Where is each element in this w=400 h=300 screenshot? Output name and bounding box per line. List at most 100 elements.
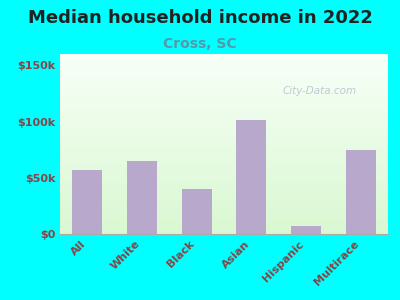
Bar <box>60 56 388 58</box>
Bar <box>127 161 157 234</box>
Bar <box>60 67 388 68</box>
Bar <box>60 94 388 95</box>
Bar <box>60 146 388 148</box>
Bar <box>60 167 388 169</box>
Text: Cross, SC: Cross, SC <box>163 38 237 52</box>
Bar <box>60 58 388 59</box>
Bar <box>60 162 388 164</box>
Bar <box>60 227 388 229</box>
Bar <box>60 184 388 185</box>
Bar <box>60 99 388 101</box>
Bar <box>60 92 388 94</box>
Bar <box>60 101 388 103</box>
Bar <box>60 229 388 230</box>
Bar <box>60 128 388 130</box>
Bar <box>60 65 388 67</box>
Bar <box>60 85 388 86</box>
Bar <box>60 223 388 225</box>
Bar <box>60 202 388 203</box>
Bar <box>60 124 388 126</box>
Bar <box>60 144 388 146</box>
Bar <box>60 95 388 97</box>
Bar <box>60 70 388 72</box>
Bar <box>60 203 388 205</box>
Bar <box>60 153 388 155</box>
Bar <box>60 176 388 178</box>
Bar <box>60 221 388 223</box>
Bar <box>60 169 388 171</box>
Bar <box>60 158 388 160</box>
Bar <box>60 97 388 99</box>
Bar <box>60 86 388 88</box>
Bar <box>60 149 388 151</box>
Bar <box>60 121 388 122</box>
Bar <box>60 148 388 149</box>
Bar <box>60 232 388 234</box>
Bar <box>60 108 388 110</box>
Text: Median household income in 2022: Median household income in 2022 <box>28 9 372 27</box>
Bar <box>60 155 388 157</box>
Bar <box>60 126 388 128</box>
Bar <box>60 135 388 137</box>
Bar <box>60 164 388 166</box>
Bar <box>60 216 388 218</box>
Bar <box>60 142 388 144</box>
Bar <box>60 198 388 200</box>
Bar <box>60 61 388 63</box>
Bar <box>60 133 388 135</box>
Bar <box>60 119 388 121</box>
Bar <box>60 54 388 56</box>
Bar <box>60 182 388 184</box>
Bar <box>60 77 388 79</box>
Bar <box>60 214 388 216</box>
Bar <box>72 170 102 234</box>
Bar <box>60 117 388 119</box>
Bar <box>60 139 388 140</box>
Bar <box>60 106 388 108</box>
Bar <box>60 211 388 212</box>
Bar <box>291 226 321 234</box>
Bar <box>60 110 388 112</box>
Bar <box>60 63 388 65</box>
Bar <box>60 68 388 70</box>
Bar <box>60 113 388 115</box>
Bar <box>60 180 388 182</box>
Bar <box>60 160 388 162</box>
Bar <box>60 90 388 92</box>
Bar <box>60 151 388 153</box>
Bar <box>60 83 388 85</box>
Bar <box>60 72 388 74</box>
Bar <box>60 218 388 220</box>
Bar <box>60 185 388 187</box>
Bar <box>60 137 388 139</box>
Bar <box>60 88 388 90</box>
Bar <box>60 166 388 167</box>
Bar <box>60 131 388 133</box>
Bar <box>60 209 388 211</box>
Bar <box>60 79 388 81</box>
Bar <box>60 140 388 142</box>
Bar <box>60 130 388 131</box>
Bar <box>60 178 388 180</box>
Bar <box>60 189 388 191</box>
Bar <box>60 194 388 196</box>
Bar <box>60 74 388 76</box>
Bar <box>60 205 388 207</box>
Bar <box>60 175 388 176</box>
Bar <box>60 173 388 175</box>
Bar <box>60 112 388 113</box>
Bar <box>60 212 388 214</box>
Bar <box>346 150 376 234</box>
Bar <box>60 207 388 209</box>
Bar <box>60 157 388 158</box>
Bar <box>60 225 388 227</box>
Bar <box>182 189 212 234</box>
Bar <box>60 193 388 194</box>
Bar <box>60 220 388 221</box>
Bar <box>60 196 388 198</box>
Bar <box>60 122 388 124</box>
Bar <box>60 115 388 117</box>
Bar <box>60 200 388 202</box>
Bar <box>60 59 388 61</box>
Bar <box>60 171 388 173</box>
